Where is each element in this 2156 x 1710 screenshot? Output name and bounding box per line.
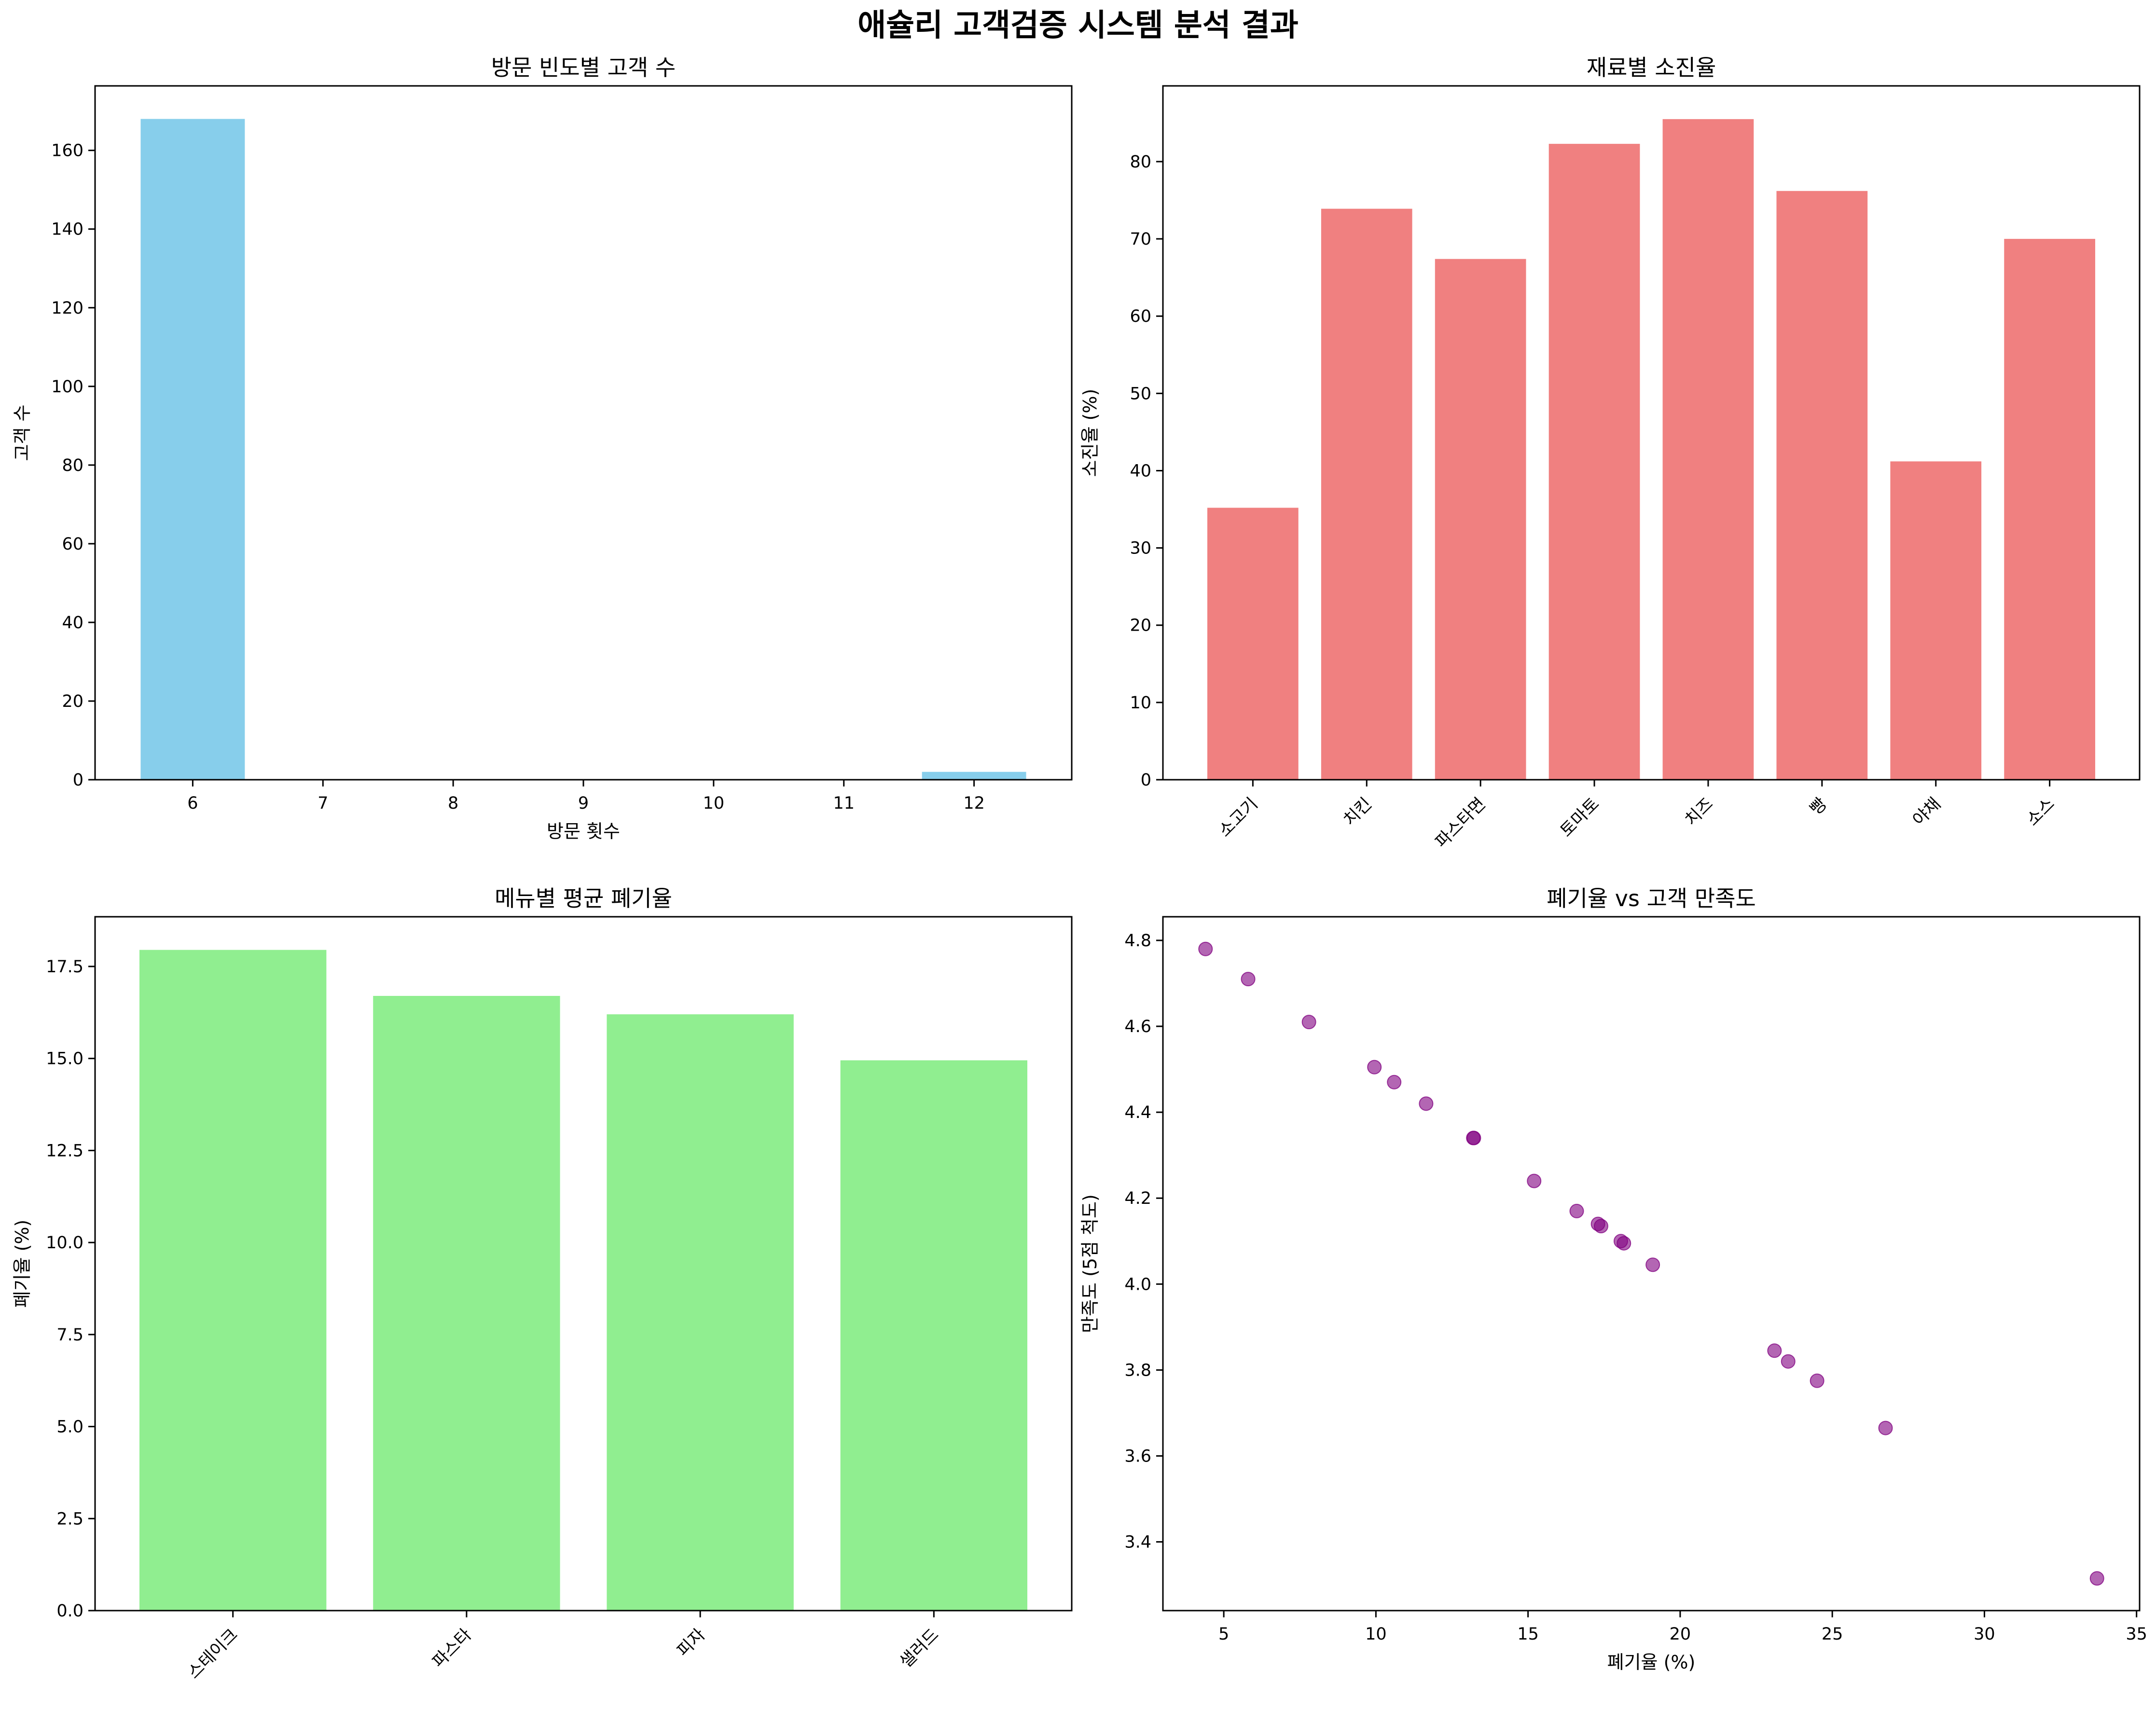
waste-vs-satisfaction-xtick-label: 25 bbox=[1822, 1625, 1843, 1644]
menu-waste-chart: 메뉴별 평균 폐기율 폐기율 (%) 0.0 2.5 5.0 7.5 10.0 12.5 1… bbox=[12, 885, 1073, 1682]
waste-vs-satisfaction-ytick-label: 4.6 bbox=[1124, 1017, 1151, 1036]
visit-frequency-ytick-label: 160 bbox=[51, 141, 83, 161]
visit-frequency-ytick-label: 0 bbox=[73, 771, 83, 790]
waste-vs-satisfaction-point bbox=[1810, 1373, 1824, 1388]
ingredient-depletion-ytick-label: 30 bbox=[1130, 539, 1151, 558]
visit-frequency-xtick-label: 8 bbox=[448, 794, 458, 813]
waste-vs-satisfaction-point bbox=[1466, 1131, 1481, 1145]
visit-frequency-chart-xlabel: 방문 횟수 bbox=[547, 821, 620, 842]
ingredient-depletion-ytick-label: 0 bbox=[1141, 771, 1151, 790]
ingredient-depletion-ytick-label: 80 bbox=[1130, 152, 1151, 172]
waste-vs-satisfaction-point bbox=[1645, 1257, 1660, 1272]
ingredient-depletion-ytick-label: 70 bbox=[1130, 230, 1151, 249]
visit-frequency-bar bbox=[922, 772, 1026, 780]
visit-frequency-xtick-label: 12 bbox=[963, 794, 985, 813]
ingredient-depletion-ytick-label: 20 bbox=[1130, 616, 1151, 635]
waste-vs-satisfaction-chart-ylabel: 만족도 (5점 척도) bbox=[1079, 1194, 1101, 1333]
visit-frequency-xtick-label: 7 bbox=[318, 794, 328, 813]
ingredient-depletion-chart-title: 재료별 소진율 bbox=[1587, 55, 1716, 81]
ingredient-depletion-bar bbox=[1776, 191, 1868, 780]
visit-frequency-xtick-label: 11 bbox=[833, 794, 855, 813]
waste-vs-satisfaction-point bbox=[2089, 1571, 2104, 1586]
waste-vs-satisfaction-point bbox=[1241, 972, 1256, 987]
menu-waste-ytick-label: 0.0 bbox=[56, 1601, 83, 1621]
waste-vs-satisfaction-point bbox=[1198, 941, 1213, 956]
menu-waste-chart-title: 메뉴별 평균 폐기율 bbox=[495, 885, 672, 911]
waste-vs-satisfaction-ytick-label: 4.2 bbox=[1124, 1189, 1151, 1208]
ingredient-depletion-bar bbox=[1890, 461, 1982, 780]
ingredient-depletion-ytick-label: 60 bbox=[1130, 307, 1151, 326]
waste-vs-satisfaction-point bbox=[1569, 1203, 1584, 1218]
ingredient-depletion-bar bbox=[1548, 144, 1640, 780]
visit-frequency-chart-title: 방문 빈도별 고객 수 bbox=[491, 55, 676, 81]
waste-vs-satisfaction-chart: 폐기율 vs 고객 만족도 폐기율 (%) 만족도 (5점 척도) 3.4 3.6… bbox=[1079, 885, 2147, 1673]
menu-waste-bar bbox=[840, 1060, 1027, 1611]
visit-frequency-chart: 방문 빈도별 고객 수 방문 횟수 고객 수 0 20 40 60 80 100 120 14… bbox=[12, 55, 1073, 842]
visit-frequency-xtick-label: 9 bbox=[578, 794, 589, 813]
visit-frequency-ytick-label: 100 bbox=[51, 377, 83, 397]
waste-vs-satisfaction-point bbox=[1878, 1420, 1893, 1435]
ingredient-depletion-bar bbox=[2004, 239, 2095, 780]
menu-waste-ytick-label: 2.5 bbox=[56, 1509, 83, 1529]
menu-waste-bar bbox=[373, 996, 560, 1611]
waste-vs-satisfaction-ytick-label: 4.0 bbox=[1124, 1275, 1151, 1294]
figure-suptitle: 애슐리 고객검증 시스템 분석 결과 bbox=[857, 8, 1298, 43]
waste-vs-satisfaction-xtick-label: 5 bbox=[1218, 1625, 1229, 1644]
waste-vs-satisfaction-chart-xlabel: 폐기율 (%) bbox=[1607, 1652, 1696, 1673]
waste-vs-satisfaction-axes-frame bbox=[1162, 916, 2141, 1612]
waste-vs-satisfaction-point bbox=[1767, 1343, 1782, 1358]
visit-frequency-ytick-label: 20 bbox=[62, 692, 83, 711]
menu-waste-ytick-label: 12.5 bbox=[46, 1141, 83, 1160]
visit-frequency-ytick-label: 60 bbox=[62, 535, 83, 554]
visit-frequency-xtick-label: 10 bbox=[703, 794, 725, 813]
menu-waste-chart-ylabel: 폐기율 (%) bbox=[12, 1220, 33, 1308]
visit-frequency-chart-ylabel: 고객 수 bbox=[12, 405, 33, 461]
ingredient-depletion-axes-frame bbox=[1162, 85, 2141, 781]
waste-vs-satisfaction-xtick-label: 35 bbox=[2126, 1625, 2147, 1644]
waste-vs-satisfaction-xtick-label: 20 bbox=[1670, 1625, 1691, 1644]
visit-frequency-ytick-label: 140 bbox=[51, 220, 83, 239]
visit-frequency-ytick-label: 40 bbox=[62, 613, 83, 633]
waste-vs-satisfaction-point bbox=[1301, 1015, 1316, 1030]
waste-vs-satisfaction-ytick-label: 3.4 bbox=[1124, 1533, 1151, 1552]
waste-vs-satisfaction-point bbox=[1617, 1236, 1631, 1251]
waste-vs-satisfaction-point bbox=[1781, 1354, 1796, 1369]
waste-vs-satisfaction-point bbox=[1387, 1075, 1402, 1089]
menu-waste-axes-frame bbox=[94, 916, 1073, 1612]
ingredient-depletion-ytick-label: 10 bbox=[1130, 693, 1151, 713]
waste-vs-satisfaction-ytick-label: 3.8 bbox=[1124, 1361, 1151, 1380]
visit-frequency-ytick-label: 120 bbox=[51, 299, 83, 318]
menu-waste-ytick-label: 15.0 bbox=[46, 1049, 83, 1069]
waste-vs-satisfaction-chart-title: 폐기율 vs 고객 만족도 bbox=[1547, 885, 1756, 911]
visit-frequency-bar bbox=[140, 119, 245, 780]
ingredient-depletion-bar bbox=[1662, 119, 1754, 780]
ingredient-depletion-bar bbox=[1207, 508, 1299, 780]
ingredient-depletion-bar bbox=[1321, 208, 1412, 780]
waste-vs-satisfaction-ytick-label: 4.8 bbox=[1124, 931, 1151, 951]
waste-vs-satisfaction-point bbox=[1593, 1219, 1608, 1234]
waste-vs-satisfaction-xtick-label: 10 bbox=[1365, 1625, 1387, 1644]
waste-vs-satisfaction-point bbox=[1367, 1060, 1382, 1075]
waste-vs-satisfaction-xtick-label: 15 bbox=[1517, 1625, 1539, 1644]
menu-waste-ytick-label: 10.0 bbox=[46, 1233, 83, 1253]
menu-waste-ytick-label: 7.5 bbox=[56, 1325, 83, 1345]
waste-vs-satisfaction-ytick-label: 3.6 bbox=[1124, 1447, 1151, 1466]
waste-vs-satisfaction-xtick-label: 30 bbox=[1974, 1625, 1995, 1644]
menu-waste-ytick-label: 5.0 bbox=[56, 1418, 83, 1437]
ingredient-depletion-ytick-label: 50 bbox=[1130, 384, 1151, 403]
visit-frequency-xtick-label: 6 bbox=[187, 794, 198, 813]
ingredient-depletion-chart-ylabel: 소진율 (%) bbox=[1079, 389, 1101, 477]
menu-waste-ytick-label: 17.5 bbox=[46, 957, 83, 977]
waste-vs-satisfaction-point bbox=[1527, 1173, 1542, 1188]
visit-frequency-ytick-label: 80 bbox=[62, 456, 83, 475]
waste-vs-satisfaction-ytick-label: 4.4 bbox=[1124, 1103, 1151, 1122]
menu-waste-bar bbox=[139, 950, 327, 1611]
menu-waste-bar bbox=[607, 1014, 794, 1611]
waste-vs-satisfaction-point bbox=[1419, 1096, 1434, 1111]
ingredient-depletion-bar bbox=[1435, 259, 1526, 780]
ingredient-depletion-ytick-label: 40 bbox=[1130, 461, 1151, 481]
